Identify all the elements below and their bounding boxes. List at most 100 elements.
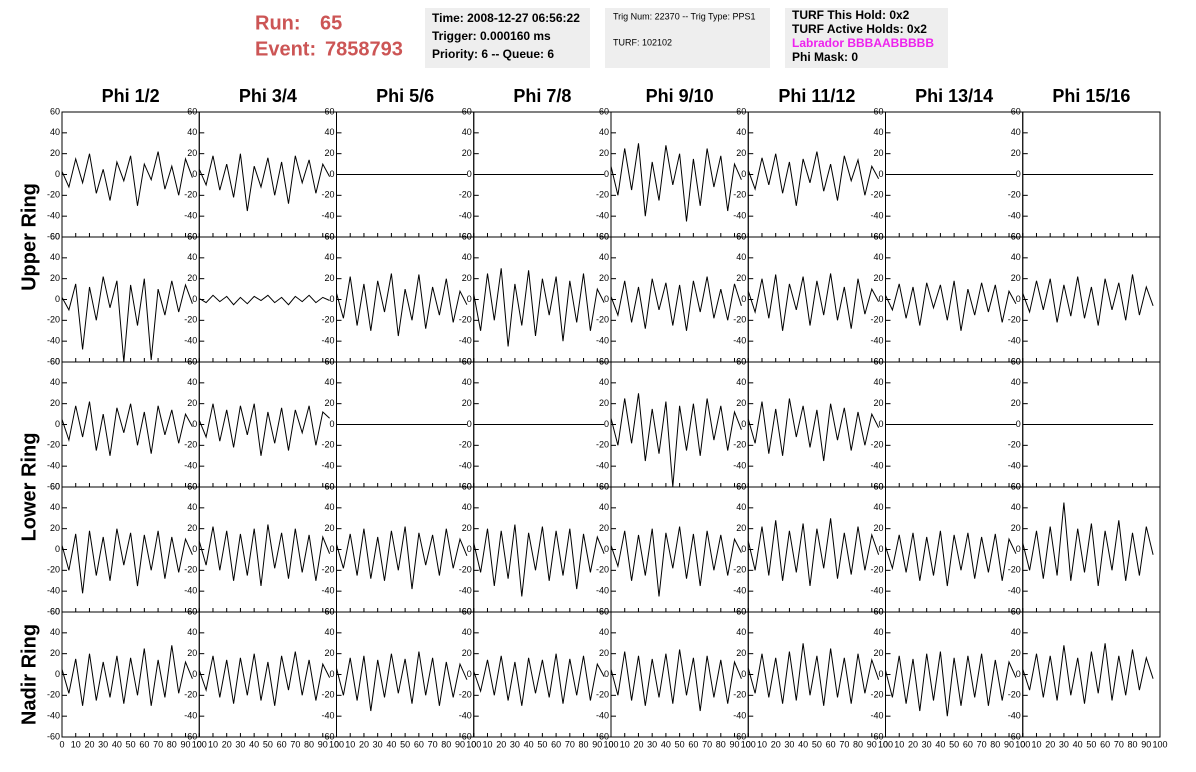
y-tick-label: -60: [1008, 731, 1021, 741]
x-tick-label: 0: [608, 739, 613, 749]
x-tick-label: 20: [633, 739, 643, 749]
y-tick-label: -40: [321, 586, 334, 596]
y-tick-label: -20: [321, 690, 334, 700]
x-tick-label: 90: [867, 739, 877, 749]
panel-frame: [610, 111, 749, 238]
y-tick-label: -20: [596, 440, 609, 450]
y-tick-label: -20: [184, 690, 197, 700]
panel-frame: [747, 611, 886, 738]
x-tick-label: 0: [197, 739, 202, 749]
y-tick-label: 40: [50, 377, 60, 387]
y-tick-label: 60: [873, 481, 883, 491]
y-tick-label: -60: [47, 606, 60, 616]
x-tick-label: 30: [510, 739, 520, 749]
y-tick-label: -40: [184, 211, 197, 221]
y-tick-label: -20: [596, 565, 609, 575]
y-tick-label: 0: [467, 294, 472, 304]
y-tick-label: 0: [192, 669, 197, 679]
y-tick-label: 60: [873, 231, 883, 241]
y-tick-label: 60: [324, 356, 334, 366]
x-tick-label: 70: [565, 739, 575, 749]
y-tick-label: -20: [1008, 690, 1021, 700]
panel-frame: [747, 111, 886, 238]
y-tick-label: 40: [873, 127, 883, 137]
y-tick-label: -40: [1008, 586, 1021, 596]
panel-frame: [610, 611, 749, 738]
y-tick-label: 20: [736, 273, 746, 283]
y-tick-label: -20: [321, 190, 334, 200]
x-tick-label: 80: [1128, 739, 1138, 749]
y-tick-label: -40: [733, 711, 746, 721]
x-tick-label: 70: [153, 739, 163, 749]
waveform: [336, 273, 468, 337]
y-tick-label: 40: [599, 252, 609, 262]
y-tick-label: -60: [1008, 356, 1021, 366]
y-tick-label: 60: [324, 481, 334, 491]
x-tick-label: 20: [84, 739, 94, 749]
y-tick-label: -40: [1008, 711, 1021, 721]
x-tick-label: 50: [400, 739, 410, 749]
y-tick-label: 60: [187, 606, 197, 616]
x-tick-label: 70: [428, 739, 438, 749]
y-tick-label: -40: [184, 711, 197, 721]
y-tick-label: -60: [596, 606, 609, 616]
y-tick-label: -20: [870, 690, 883, 700]
x-tick-label: 60: [826, 739, 836, 749]
y-tick-label: -60: [733, 606, 746, 616]
y-tick-label: 40: [1011, 502, 1021, 512]
x-tick-label: 100: [1152, 739, 1167, 749]
y-tick-label: 60: [736, 481, 746, 491]
waveform: [199, 294, 330, 306]
x-tick-label: 40: [112, 739, 122, 749]
y-tick-label: -20: [459, 440, 472, 450]
y-tick-label: -40: [733, 211, 746, 221]
y-tick-label: -40: [47, 711, 60, 721]
y-tick-label: -60: [733, 231, 746, 241]
y-tick-label: 20: [599, 398, 609, 408]
y-tick-label: -60: [596, 731, 609, 741]
y-tick-label: 20: [50, 398, 60, 408]
x-tick-label: 10: [71, 739, 81, 749]
y-tick-label: 40: [873, 377, 883, 387]
x-tick-label: 40: [249, 739, 259, 749]
y-tick-label: 0: [55, 544, 60, 554]
run-number: 65: [320, 12, 342, 34]
y-tick-label: 20: [50, 148, 60, 158]
y-tick-label: 0: [878, 669, 883, 679]
y-tick-label: -40: [321, 461, 334, 471]
y-tick-label: 40: [187, 627, 197, 637]
panel-frame: [61, 611, 200, 738]
x-tick-label: 10: [620, 739, 630, 749]
y-tick-label: -20: [870, 565, 883, 575]
panel-frame: [336, 236, 475, 363]
y-tick-label: -40: [184, 461, 197, 471]
y-tick-label: -20: [733, 690, 746, 700]
y-tick-label: 0: [467, 169, 472, 179]
y-tick-label: -60: [870, 356, 883, 366]
y-tick-label: 20: [50, 523, 60, 533]
x-tick-label: 80: [167, 739, 177, 749]
y-tick-label: -40: [596, 586, 609, 596]
y-tick-label: 40: [462, 377, 472, 387]
y-tick-label: -20: [184, 440, 197, 450]
waveform: [61, 645, 193, 706]
y-tick-label: -20: [47, 190, 60, 200]
y-tick-label: 0: [55, 169, 60, 179]
panel-frame: [610, 361, 749, 488]
y-tick-label: -20: [870, 315, 883, 325]
y-tick-label: 60: [599, 231, 609, 241]
y-tick-label: 40: [599, 127, 609, 137]
y-tick-label: -40: [870, 461, 883, 471]
y-tick-label: 40: [324, 127, 334, 137]
panel-frame: [336, 611, 475, 738]
y-tick-label: 60: [873, 606, 883, 616]
x-tick-label: 50: [949, 739, 959, 749]
column-title: Phi 5/6: [376, 86, 434, 106]
y-tick-label: 20: [736, 648, 746, 658]
y-tick-label: 60: [599, 481, 609, 491]
y-tick-label: -60: [459, 231, 472, 241]
x-tick-label: 60: [963, 739, 973, 749]
y-tick-label: 0: [741, 169, 746, 179]
y-tick-label: 40: [324, 502, 334, 512]
y-tick-label: 60: [1011, 606, 1021, 616]
